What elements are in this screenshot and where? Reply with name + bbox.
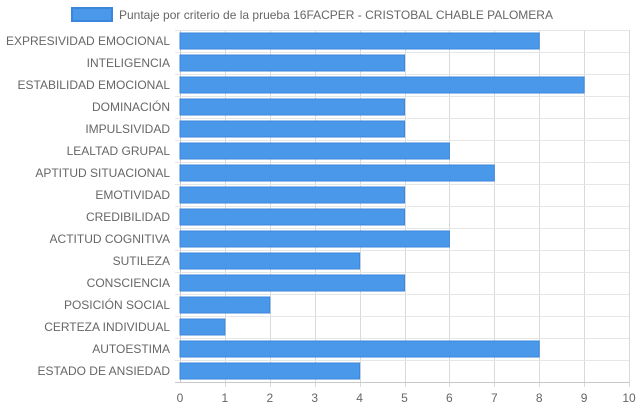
bar[interactable]	[179, 296, 271, 314]
x-axis-tick-labels: 0 1 2 3 4 5 6 7 8 9 10	[177, 391, 636, 405]
x-tick-label: 0	[177, 391, 184, 405]
category-label: ESTABILIDAD EMOCIONAL	[18, 78, 171, 92]
bars	[179, 32, 585, 380]
category-label: INTELIGENCIA	[87, 56, 170, 70]
category-label: EXPRESIVIDAD EMOCIONAL	[6, 34, 170, 48]
bar[interactable]	[179, 32, 540, 50]
x-tick-label: 8	[536, 391, 543, 405]
bar[interactable]	[179, 340, 540, 358]
legend-swatch	[71, 7, 113, 22]
category-label: SUTILEZA	[113, 254, 170, 268]
category-label: EMOTIVIDAD	[95, 188, 170, 202]
x-tick-label: 5	[401, 391, 408, 405]
bar[interactable]	[179, 98, 405, 116]
category-label: ESTADO DE ANSIEDAD	[38, 364, 171, 378]
bar[interactable]	[179, 186, 405, 204]
x-tick-label: 4	[356, 391, 363, 405]
x-tick-label: 2	[266, 391, 273, 405]
bar[interactable]	[179, 230, 450, 248]
bar[interactable]	[179, 76, 585, 94]
category-label: CONSCIENCIA	[87, 276, 170, 290]
category-label: IMPULSIVIDAD	[85, 122, 170, 136]
x-tick-label: 1	[222, 391, 229, 405]
category-label: AUTOESTIMA	[92, 342, 170, 356]
category-label: ACTITUD COGNITIVA	[50, 232, 170, 246]
x-tick-label: 3	[311, 391, 318, 405]
bar[interactable]	[179, 318, 226, 336]
category-label: DOMINACIÓN	[92, 99, 170, 114]
x-tick-label: 9	[581, 391, 588, 405]
x-tick-label: 6	[446, 391, 453, 405]
bar[interactable]	[179, 208, 405, 226]
legend-label: Puntaje por criterio de la prueba 16FACP…	[119, 8, 553, 22]
bar[interactable]	[179, 164, 495, 182]
category-label: APTITUD SITUACIONAL	[35, 166, 170, 180]
x-tick-label: 10	[622, 391, 636, 405]
bar[interactable]	[179, 142, 450, 160]
category-label: CERTEZA INDIVIDUAL	[44, 320, 170, 334]
category-label: LEALTAD GRUPAL	[67, 144, 171, 158]
bar[interactable]	[179, 120, 405, 138]
bar[interactable]	[179, 362, 361, 380]
legend[interactable]: Puntaje por criterio de la prueba 16FACP…	[71, 7, 553, 22]
bar[interactable]	[179, 274, 405, 292]
bar[interactable]	[179, 252, 361, 270]
y-axis-labels: EXPRESIVIDAD EMOCIONAL INTELIGENCIA ESTABI…	[6, 34, 170, 378]
x-tick-label: 7	[491, 391, 498, 405]
category-label: POSICIÓN SOCIAL	[64, 297, 170, 312]
category-label: CREDIBILIDAD	[86, 210, 170, 224]
bar[interactable]	[179, 54, 405, 72]
